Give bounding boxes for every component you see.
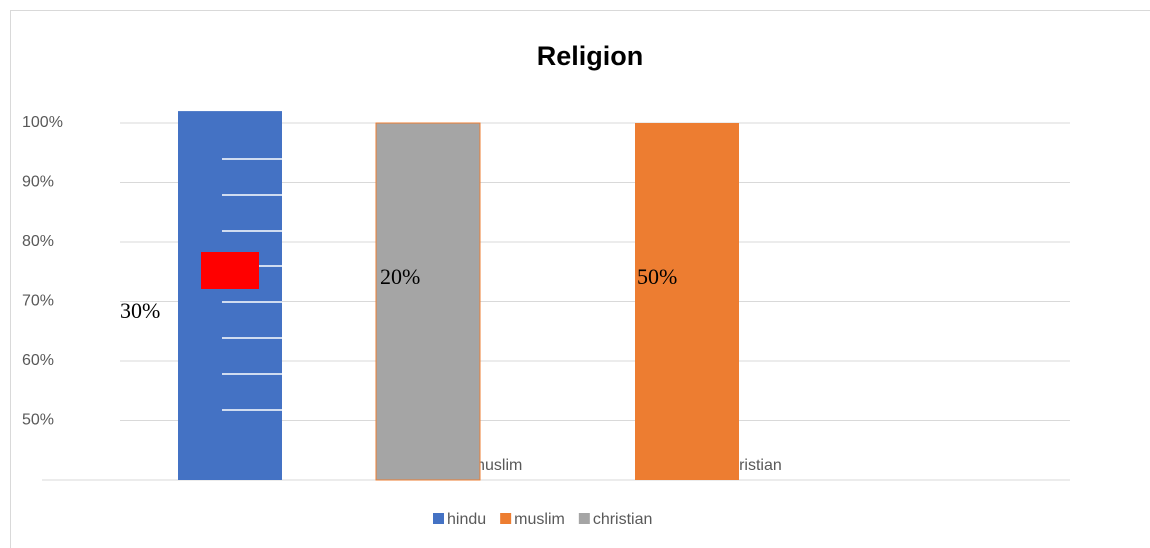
bar [375, 122, 481, 481]
legend-swatch [433, 513, 444, 524]
bar [635, 123, 739, 480]
y-tick-label: 100% [22, 114, 63, 131]
data-label: 50% [637, 264, 677, 289]
red-block [201, 252, 259, 289]
y-tick-label: 60% [22, 352, 54, 369]
y-tick-label: 50% [22, 412, 54, 429]
legend-swatch [500, 513, 512, 524]
legend-label: muslim [514, 511, 565, 528]
data-label: 20% [380, 264, 420, 289]
legend-swatch [578, 513, 590, 524]
x-tick-label: muslim [472, 457, 523, 474]
y-tick-label: 90% [22, 174, 54, 191]
data-label: 30% [120, 298, 160, 323]
bar [178, 111, 282, 480]
y-tick-label: 70% [22, 293, 54, 310]
legend-label: hindu [447, 511, 486, 528]
chart-title: Religion [537, 41, 644, 71]
legend-label: christian [593, 511, 653, 528]
y-tick-label: 80% [22, 233, 54, 250]
